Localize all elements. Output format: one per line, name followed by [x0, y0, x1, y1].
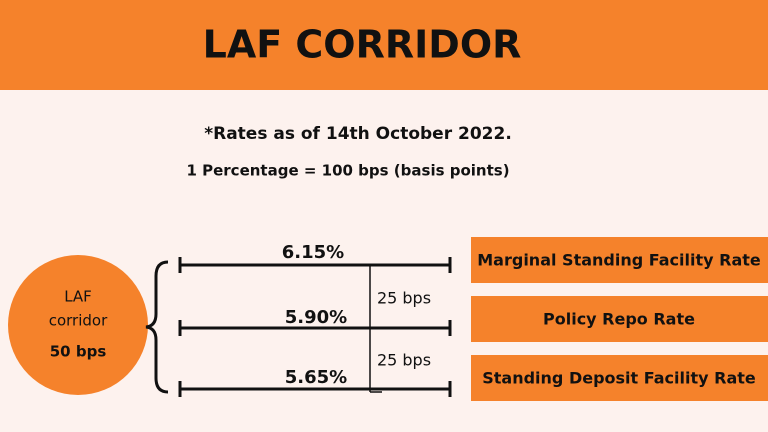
title: LAF CORRIDOR — [203, 23, 522, 67]
rate-label: Marginal Standing Facility Rate — [477, 251, 761, 270]
header-band — [0, 0, 768, 90]
corridor-circle — [8, 255, 148, 395]
rate-box — [471, 237, 768, 283]
rate-value: 5.90% — [285, 307, 347, 328]
rate-label: Policy Repo Rate — [543, 310, 695, 329]
note: *Rates as of 14th October 2022. — [204, 124, 512, 144]
rate-value: 5.65% — [285, 367, 347, 388]
corridor-text: corridor — [49, 312, 108, 330]
rate-lines — [178, 257, 452, 397]
rate-box — [471, 355, 768, 401]
gap-label: 25 bps — [377, 289, 431, 308]
rate-value: 6.15% — [282, 242, 344, 263]
corridor-text: LAF — [64, 288, 92, 306]
conversion: 1 Percentage = 100 bps (basis points) — [186, 162, 509, 180]
gap-label: 25 bps — [377, 351, 431, 370]
rate-label: Standing Deposit Facility Rate — [482, 369, 756, 388]
corridor-text: 50 bps — [50, 343, 107, 361]
brace — [145, 260, 169, 394]
rate-box — [471, 296, 768, 342]
